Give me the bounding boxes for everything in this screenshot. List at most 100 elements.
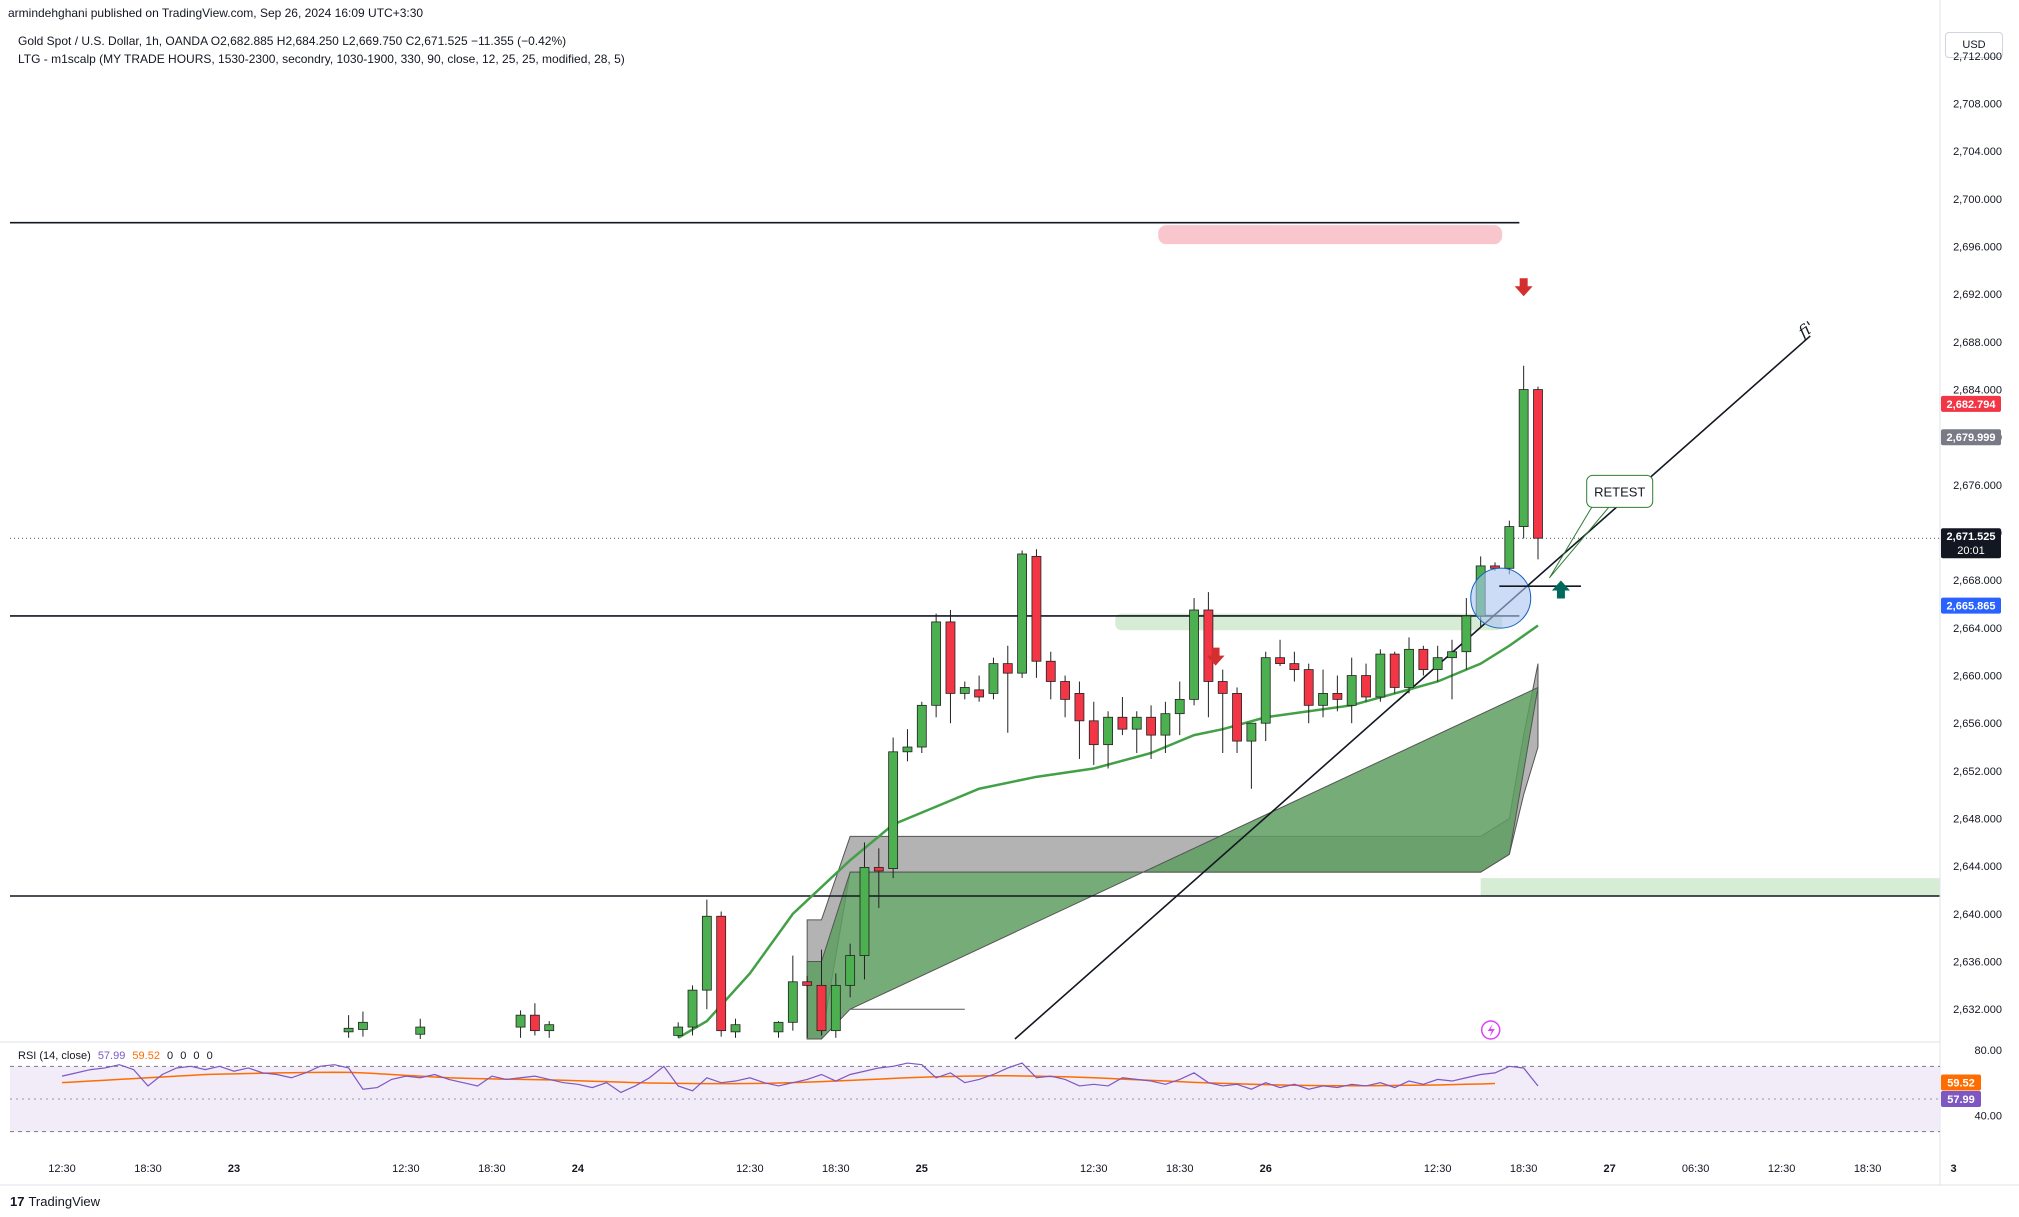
- candle-body: [1432, 657, 1443, 670]
- candle-body: [888, 751, 899, 869]
- candle-body: [687, 989, 698, 1028]
- candle: [830, 973, 841, 1038]
- candle: [1203, 592, 1214, 718]
- lightning-bolt-icon: [1487, 1024, 1495, 1037]
- candle-body: [1289, 663, 1300, 670]
- x-tick-label: 18:30: [478, 1163, 506, 1175]
- rsi-line: [61, 1062, 1539, 1094]
- candle-body: [1131, 716, 1142, 730]
- rsi-value-1: 57.99: [97, 1050, 126, 1062]
- rsi-value-5: 0: [193, 1050, 200, 1062]
- indicator-legend[interactable]: LTG - m1scalp (MY TRADE HOURS, 1530-2300…: [18, 52, 625, 66]
- candle-body: [1346, 675, 1357, 706]
- candle: [1404, 637, 1414, 694]
- lightning-icon: [1480, 1020, 1501, 1040]
- y-tick-label: 2,644.000: [1953, 861, 2002, 873]
- y-tick-label: 2,688.000: [1953, 337, 2002, 349]
- x-tick-label: 18:30: [1166, 1163, 1194, 1175]
- candle: [802, 975, 813, 1038]
- candle-body: [673, 1026, 684, 1036]
- countdown-label: 20:01: [1957, 545, 1985, 557]
- candle: [1375, 649, 1386, 702]
- price-label-box: [1941, 597, 2001, 614]
- price-label: 2,665.865: [1947, 601, 1996, 613]
- candle-body: [1461, 615, 1472, 653]
- rsi-value-2: 59.52: [132, 1050, 160, 1062]
- candle: [1260, 651, 1271, 742]
- x-tick-label: 12:30: [392, 1163, 420, 1175]
- price-label: 2,679.999: [1947, 432, 1996, 444]
- x-tick-label: 12:30: [1424, 1163, 1452, 1175]
- price-label: 2,682.794: [1947, 399, 1997, 411]
- sell-arrow-icon: [1206, 647, 1225, 666]
- y-tick-label: 2,632.000: [1953, 1004, 2002, 1016]
- candle: [1518, 365, 1529, 539]
- candle-body: [1117, 716, 1128, 730]
- x-tick-label: 24: [572, 1163, 585, 1175]
- price-label-box: [1941, 429, 2001, 446]
- candle: [730, 1018, 741, 1038]
- candle-body: [1375, 653, 1386, 698]
- candle: [845, 943, 856, 998]
- rsi-value-box: [1941, 1090, 1981, 1107]
- rsi-ma-line: [61, 1071, 1496, 1087]
- candle: [343, 1015, 354, 1038]
- x-tick-label: 18:30: [134, 1163, 162, 1175]
- retest-circle: [1470, 567, 1532, 629]
- candle-body: [1533, 389, 1543, 539]
- y-tick-label: 2,712.000: [1953, 51, 2002, 63]
- candle-body: [701, 915, 712, 991]
- candle-body: [1146, 716, 1156, 736]
- candle: [1117, 696, 1128, 736]
- candle: [773, 1021, 784, 1038]
- candle: [859, 842, 870, 980]
- candle: [1088, 701, 1099, 765]
- currency-selector[interactable]: USD: [1945, 32, 2003, 58]
- candle: [529, 1003, 540, 1036]
- candle-body: [343, 1027, 354, 1033]
- retest-callout-pointer: [1549, 507, 1610, 579]
- candle-body: [716, 915, 727, 1032]
- candle-body: [1361, 675, 1371, 698]
- rsi-title: RSI (14, close): [18, 1050, 91, 1062]
- candle: [1504, 520, 1515, 575]
- price-label: 2,671.525: [1947, 531, 1996, 543]
- candle-body: [1031, 555, 1042, 662]
- candle-body: [1074, 693, 1085, 722]
- candle-body: [902, 746, 913, 753]
- rsi-value-label: 59.52: [1947, 1077, 1975, 1089]
- candle-body: [1045, 660, 1056, 682]
- candle: [1031, 549, 1042, 678]
- candle-body: [1232, 693, 1242, 742]
- y-tick-label: 2,648.000: [1953, 814, 2002, 826]
- candle: [1533, 386, 1543, 560]
- candle: [673, 1022, 684, 1038]
- rsi-legend[interactable]: RSI (14, close) 57.99 59.52 0 0 0 0: [18, 1050, 213, 1062]
- candle-body: [1318, 693, 1328, 706]
- candle: [1246, 722, 1257, 789]
- candle: [988, 657, 999, 700]
- retest-callout-box: [1586, 474, 1654, 508]
- y-tick-label: 2,704.000: [1953, 146, 2002, 158]
- candle-body: [1017, 553, 1028, 674]
- candle: [1103, 711, 1113, 769]
- tradingview-logo[interactable]: 17 TradingView: [10, 1194, 100, 1209]
- candle: [716, 911, 727, 1037]
- candle-body: [529, 1014, 540, 1032]
- rsi-value-4: 0: [180, 1050, 187, 1062]
- candle-body: [1504, 526, 1515, 569]
- x-tick-label: 23: [228, 1163, 240, 1175]
- symbol-legend[interactable]: Gold Spot / U.S. Dollar, 1h, OANDA O2,68…: [18, 34, 567, 48]
- tradingview-mark-icon: 17: [10, 1194, 25, 1209]
- candle: [1289, 651, 1300, 682]
- candle-body: [959, 687, 970, 694]
- demand-zone-lower: [1480, 878, 1940, 896]
- trendline-label: fi': [1794, 317, 1818, 342]
- y-tick-label: 2,652.000: [1953, 766, 2002, 778]
- y-tick-label: 2,664.000: [1953, 623, 2002, 635]
- supply-zone: [1158, 225, 1503, 245]
- publisher-line: armindehghani published on TradingView.c…: [8, 6, 424, 20]
- candle-body: [544, 1024, 555, 1032]
